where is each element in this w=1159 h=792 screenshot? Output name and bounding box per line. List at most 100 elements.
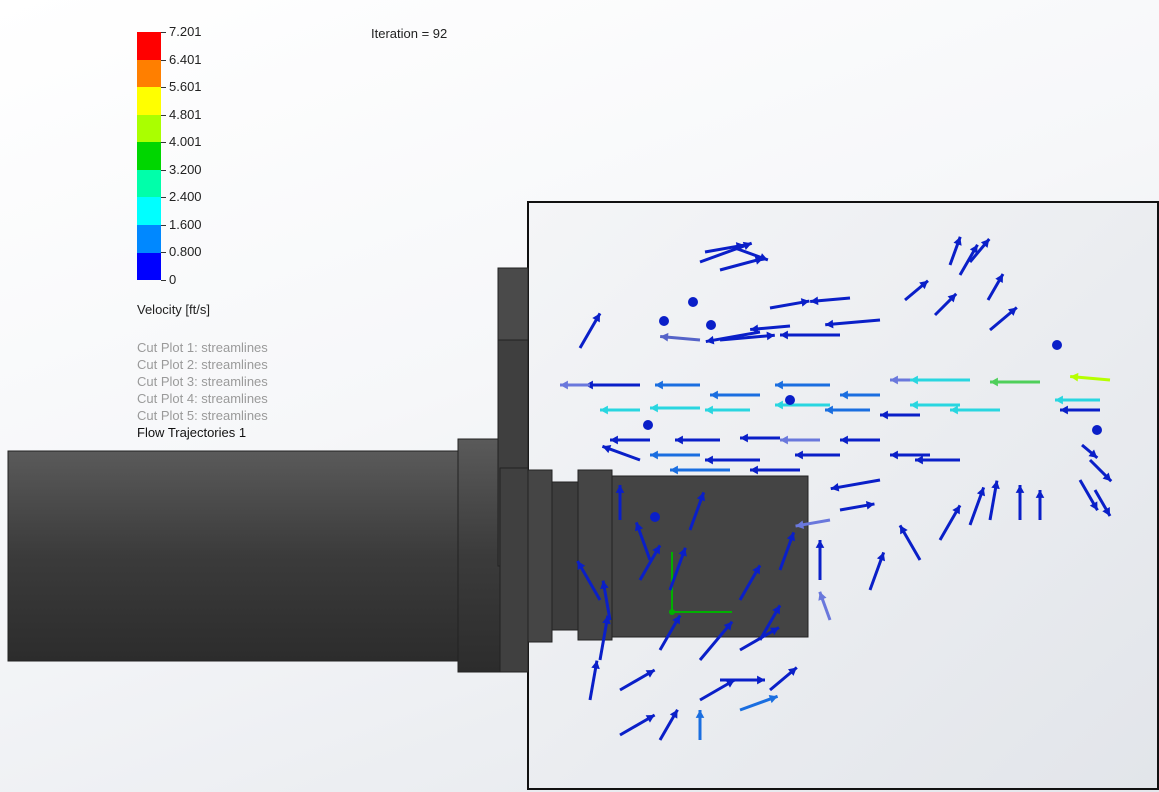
flow-arrow-head — [980, 239, 990, 248]
particle-dot — [785, 395, 795, 405]
flow-arrow-shaft — [825, 318, 881, 327]
legend-tick-label: 4.001 — [169, 134, 202, 149]
flow-arrow-head — [723, 621, 733, 631]
flow-arrow-head — [840, 390, 848, 400]
color-bar — [137, 32, 161, 281]
flow-arrow-head — [876, 552, 886, 562]
color-bar-segment — [137, 142, 161, 170]
flow-arrow-shaft — [719, 333, 775, 342]
flow-arrow-head — [1055, 395, 1063, 405]
iteration-label: Iteration = 92 — [371, 26, 448, 41]
legend-tick-mark — [161, 280, 166, 281]
flow-arrow-head — [757, 675, 765, 685]
legend-tick-mark — [161, 60, 166, 61]
cut-plot-item[interactable]: Cut Plot 5: streamlines — [137, 408, 268, 423]
plot-list: Cut Plot 1: streamlines Cut Plot 2: strea… — [137, 339, 268, 441]
flow-arrow-head — [910, 375, 918, 385]
flow-arrow-head — [615, 485, 625, 493]
flow-trajectory-arrows — [560, 236, 1113, 741]
flow-arrow-head — [1015, 485, 1025, 493]
legend-tick-mark — [161, 252, 166, 253]
color-bar-segment — [137, 87, 161, 115]
legend-tick-mark — [161, 142, 166, 143]
color-bar-segment — [137, 32, 161, 60]
legend-tick-label: 1.600 — [169, 217, 202, 232]
color-bar-segment — [137, 59, 161, 88]
flow-arrow-head — [695, 710, 705, 718]
color-bar-segment — [137, 197, 161, 225]
particle-dot — [659, 316, 669, 326]
legend-tick-mark — [161, 170, 166, 171]
legend-tick-mark — [161, 197, 166, 198]
flow-arrow-head — [710, 390, 718, 400]
legend-tick-label: 0.800 — [169, 244, 202, 259]
flow-arrow-head — [1070, 372, 1079, 382]
flow-arrow-shaft — [830, 478, 881, 491]
flow-arrow-head — [650, 403, 658, 413]
color-bar-segment — [137, 252, 161, 281]
legend-tick-label: 0 — [169, 272, 177, 287]
flow-arrow-head — [752, 565, 760, 575]
legend-tick-mark — [161, 32, 166, 33]
legend-tick-label: 2.400 — [169, 189, 202, 204]
flow-arrow-head — [890, 375, 898, 385]
color-bar-segment — [137, 169, 161, 198]
flow-arrow-head — [818, 591, 827, 601]
motor-geometry[interactable] — [7, 267, 809, 673]
flow-arrow-head — [772, 605, 780, 615]
cut-plot-item[interactable]: Cut Plot 4: streamlines — [137, 391, 268, 406]
flow-arrow-head — [1060, 405, 1068, 415]
flow-arrow-head — [750, 465, 758, 475]
flow-arrow-head — [600, 405, 608, 415]
flow-arrow-head — [953, 236, 962, 246]
flow-arrow-head — [600, 580, 609, 590]
flow-arrow-head — [919, 280, 928, 290]
flow-arrow-head — [1089, 501, 1098, 511]
legend-tick-label: 3.200 — [169, 162, 202, 177]
particle-dot — [706, 320, 716, 330]
flow-arrow-head — [775, 400, 783, 410]
particle-dot — [650, 512, 660, 522]
flow-arrow-head — [652, 545, 660, 555]
particle-dot — [1092, 425, 1102, 435]
flow-arrow-head — [780, 330, 788, 340]
flow-arrow-head — [810, 296, 819, 306]
cut-plot-item[interactable]: Cut Plot 3: streamlines — [137, 374, 268, 389]
color-bar-segment — [137, 114, 161, 143]
flow-arrow-head — [775, 380, 783, 390]
flow-arrow-head — [780, 435, 788, 445]
particle-dot — [1052, 340, 1062, 350]
flow-arrow-head — [742, 241, 752, 250]
flow-arrow-head — [787, 667, 797, 676]
flow-arrow-head — [610, 435, 618, 445]
flow-trajectories-item[interactable]: Flow Trajectories 1 — [137, 425, 247, 440]
flow-arrow-head — [815, 540, 825, 548]
flow-arrow-head — [705, 335, 715, 345]
flow-arrow-head — [766, 331, 775, 341]
particle-dot — [643, 420, 653, 430]
cut-plot-item[interactable]: Cut Plot 1: streamlines — [137, 340, 268, 355]
cut-plot-item[interactable]: Cut Plot 2: streamlines — [137, 357, 268, 372]
flow-arrow-head — [991, 480, 1000, 490]
flow-arrow-head — [795, 450, 803, 460]
flow-arrow-head — [900, 525, 908, 535]
flow-arrow-head — [890, 450, 898, 460]
flow-arrow-head — [650, 450, 658, 460]
flow-arrow-head — [645, 670, 655, 678]
flow-arrow-head — [602, 444, 612, 454]
flow-arrow-head — [865, 501, 875, 510]
flow-arrow-head — [670, 465, 678, 475]
flow-arrow-head — [1035, 490, 1045, 498]
flow-arrow-head — [840, 435, 848, 445]
flow-arrow-head — [634, 522, 644, 532]
flow-arrow-head — [825, 319, 834, 329]
flow-arrow-head — [705, 405, 713, 415]
flow-arrow-head — [655, 380, 663, 390]
flow-arrow-head — [969, 244, 978, 254]
legend-tick-mark — [161, 115, 166, 116]
flow-arrow-head — [990, 377, 998, 387]
flow-arrow-head — [880, 410, 888, 420]
flow-arrow-head — [952, 505, 960, 515]
flow-arrow-head — [950, 405, 958, 415]
